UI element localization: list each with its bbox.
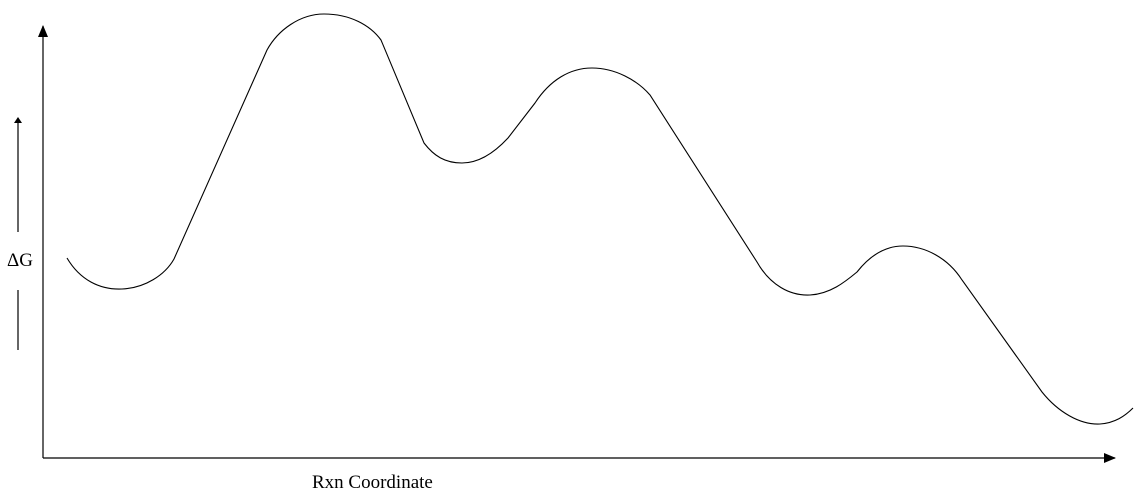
x-axis-label: Rxn Coordinate [312, 472, 433, 493]
y-axis-label: ΔG [7, 250, 33, 271]
energy-profile-curve [66, 13, 1134, 425]
